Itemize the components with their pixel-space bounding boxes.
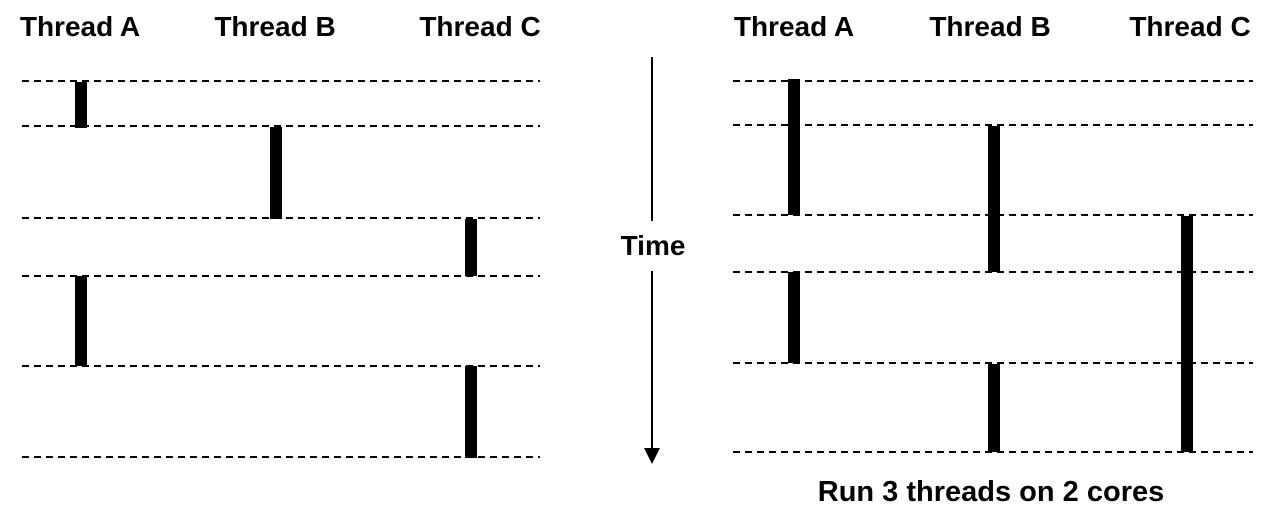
execution-bar-thread-a [788,79,800,215]
time-gridline [733,80,1253,82]
execution-bar-thread-c [465,219,477,276]
time-gridline [22,275,540,277]
thread-header-b: Thread B [929,11,1051,42]
execution-bar-thread-c [465,366,477,458]
time-gridline [22,365,540,367]
time-gridline [733,271,1253,273]
thread-header-b: Thread B [214,11,336,42]
time-gridline [22,125,540,127]
time-gridline [733,362,1253,364]
time-gridline [733,124,1253,126]
execution-bar-thread-b [270,127,282,219]
thread-header-c: Thread C [419,11,541,42]
dual-core-caption: Run 3 threads on 2 cores [817,476,1165,508]
execution-bar-thread-a [75,82,87,128]
execution-bar-thread-a [788,272,800,363]
thread-header-c: Thread C [1129,11,1251,42]
execution-bar-thread-b [988,364,1000,452]
time-gridline [22,456,540,458]
execution-bar-thread-b [988,126,1000,272]
thread-header-a: Thread A [733,11,855,42]
time-gridline [22,80,540,82]
time-axis-label: Time [614,221,692,271]
thread-header-a: Thread A [19,11,141,42]
execution-bar-thread-c [1181,216,1193,452]
time-gridline [733,451,1253,453]
arrow-down-icon [644,448,660,464]
execution-bar-thread-a [75,276,87,366]
